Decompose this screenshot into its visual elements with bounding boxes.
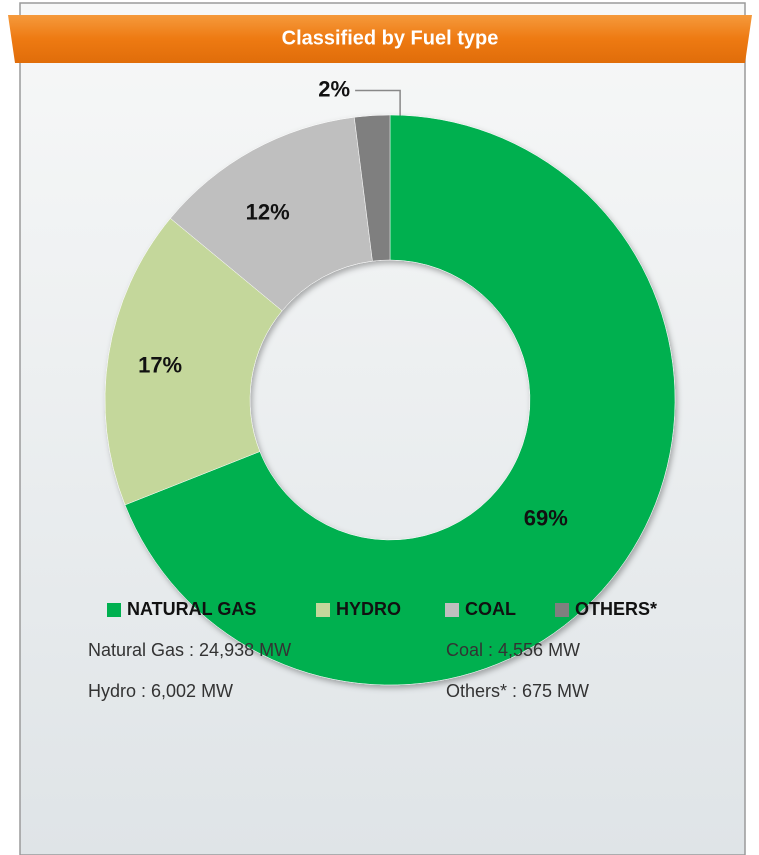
legend-swatch — [555, 603, 569, 617]
data-label: 12% — [246, 200, 290, 225]
donut-slice — [170, 116, 373, 312]
capacity-note: Others* : 675 MW — [446, 681, 589, 701]
data-label: 2% — [318, 76, 350, 101]
header-bar — [8, 15, 752, 63]
data-label: 69% — [524, 505, 568, 530]
capacity-note: Hydro : 6,002 MW — [88, 681, 233, 701]
legend-swatch — [316, 603, 330, 617]
donut-slice — [124, 114, 676, 686]
capacity-note: Coal : 4,556 MW — [446, 640, 580, 660]
legend-label: HYDRO — [336, 599, 401, 619]
legend-label: NATURAL GAS — [127, 599, 256, 619]
legend-label: OTHERS* — [575, 599, 657, 619]
donut-slice — [104, 217, 283, 506]
donut — [104, 114, 676, 686]
capacity-note: Natural Gas : 24,938 MW — [88, 640, 291, 660]
leader-line — [355, 89, 401, 116]
chart-title: Classified by Fuel type — [282, 27, 499, 49]
data-label: 17% — [138, 353, 182, 378]
legend-swatch — [445, 603, 459, 617]
donut-slice — [354, 114, 391, 262]
legend-label: COAL — [465, 599, 516, 619]
legend-swatch — [107, 603, 121, 617]
